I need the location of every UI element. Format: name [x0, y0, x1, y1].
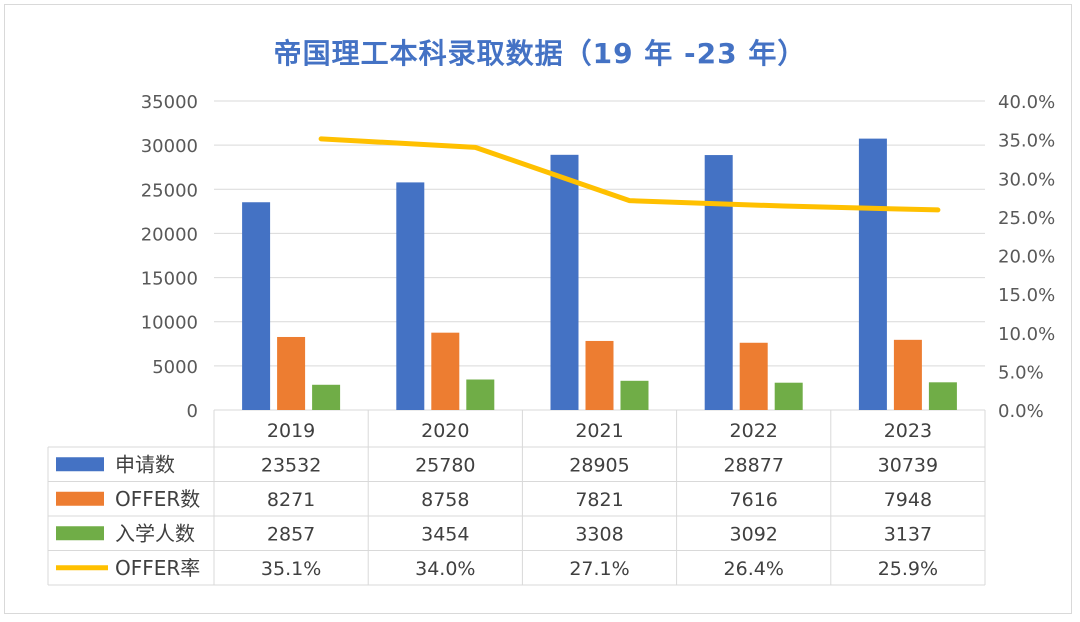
bar-3 [312, 384, 341, 410]
x-tick-label: 2021 [575, 420, 623, 442]
data-label: 7821 [575, 489, 623, 511]
legend-label: 入学人数 [115, 521, 195, 545]
legend-label: 申请数 [115, 452, 175, 476]
bar-3 [928, 382, 957, 410]
data-label: 8758 [421, 489, 469, 511]
y-left-tick-label: 30000 [141, 136, 198, 157]
y-left-tick-label: 5000 [152, 357, 198, 378]
bar-3 [774, 382, 803, 410]
legend-label: OFFER数 [115, 487, 200, 511]
y-right-tick-label: 20.0% [998, 247, 1055, 268]
x-tick-label: 2019 [267, 420, 315, 442]
x-tick-label: 2022 [730, 420, 778, 442]
data-label: 3308 [575, 523, 623, 545]
y-right-tick-label: 40.0% [998, 92, 1055, 113]
y-right-tick-label: 35.0% [998, 131, 1055, 152]
bar-1 [242, 202, 271, 410]
bar-1 [396, 182, 425, 410]
data-label: 7616 [730, 489, 778, 511]
data-label: 28877 [723, 454, 783, 476]
y-right-tick-label: 30.0% [998, 169, 1055, 190]
y-left-tick-label: 20000 [141, 224, 198, 245]
data-label: 34.0% [415, 558, 475, 580]
data-label: 27.1% [569, 558, 629, 580]
data-label: 3137 [884, 523, 932, 545]
data-label: 8271 [267, 489, 315, 511]
bar-2 [585, 340, 614, 410]
y-right-tick-label: 5.0% [998, 362, 1044, 383]
bar-3 [620, 380, 649, 410]
y-left-tick-label: 0 [187, 401, 198, 422]
legend-swatch [56, 491, 104, 506]
y-right-tick-label: 10.0% [998, 324, 1055, 345]
x-tick-label: 2020 [421, 420, 469, 442]
data-label: 3454 [421, 523, 469, 545]
y-right-tick-label: 15.0% [998, 285, 1055, 306]
legend-swatch [56, 457, 104, 472]
data-label: 26.4% [724, 558, 784, 580]
chart-title: 帝国理工本科录取数据（19 年 -23 年） [273, 37, 807, 70]
data-label: 28905 [569, 454, 629, 476]
data-label: 2857 [267, 523, 315, 545]
data-label: 23532 [261, 454, 321, 476]
legend-label: OFFER率 [115, 556, 200, 580]
y-right-tick-label: 25.0% [998, 208, 1055, 229]
bar-1 [858, 138, 887, 411]
data-label: 3092 [730, 523, 778, 545]
y-left-tick-label: 15000 [141, 269, 198, 290]
data-label: 7948 [884, 489, 932, 511]
data-label: 35.1% [261, 558, 321, 580]
chart-frame [4, 4, 1072, 614]
bar-2 [277, 336, 306, 410]
bar-1 [704, 155, 733, 410]
bar-2 [431, 332, 460, 410]
bar-2 [739, 342, 768, 410]
x-tick-label: 2023 [884, 420, 932, 442]
y-left-tick-label: 25000 [141, 180, 198, 201]
legend-swatch [56, 526, 104, 541]
data-label: 30739 [878, 454, 938, 476]
bar-3 [466, 379, 495, 410]
bar-1 [550, 154, 579, 410]
y-left-tick-label: 35000 [141, 92, 198, 113]
y-right-tick-label: 0.0% [998, 401, 1044, 422]
y-left-tick-label: 10000 [141, 313, 198, 334]
data-label: 25.9% [878, 558, 938, 580]
bar-2 [893, 339, 922, 410]
data-label: 25780 [415, 454, 475, 476]
